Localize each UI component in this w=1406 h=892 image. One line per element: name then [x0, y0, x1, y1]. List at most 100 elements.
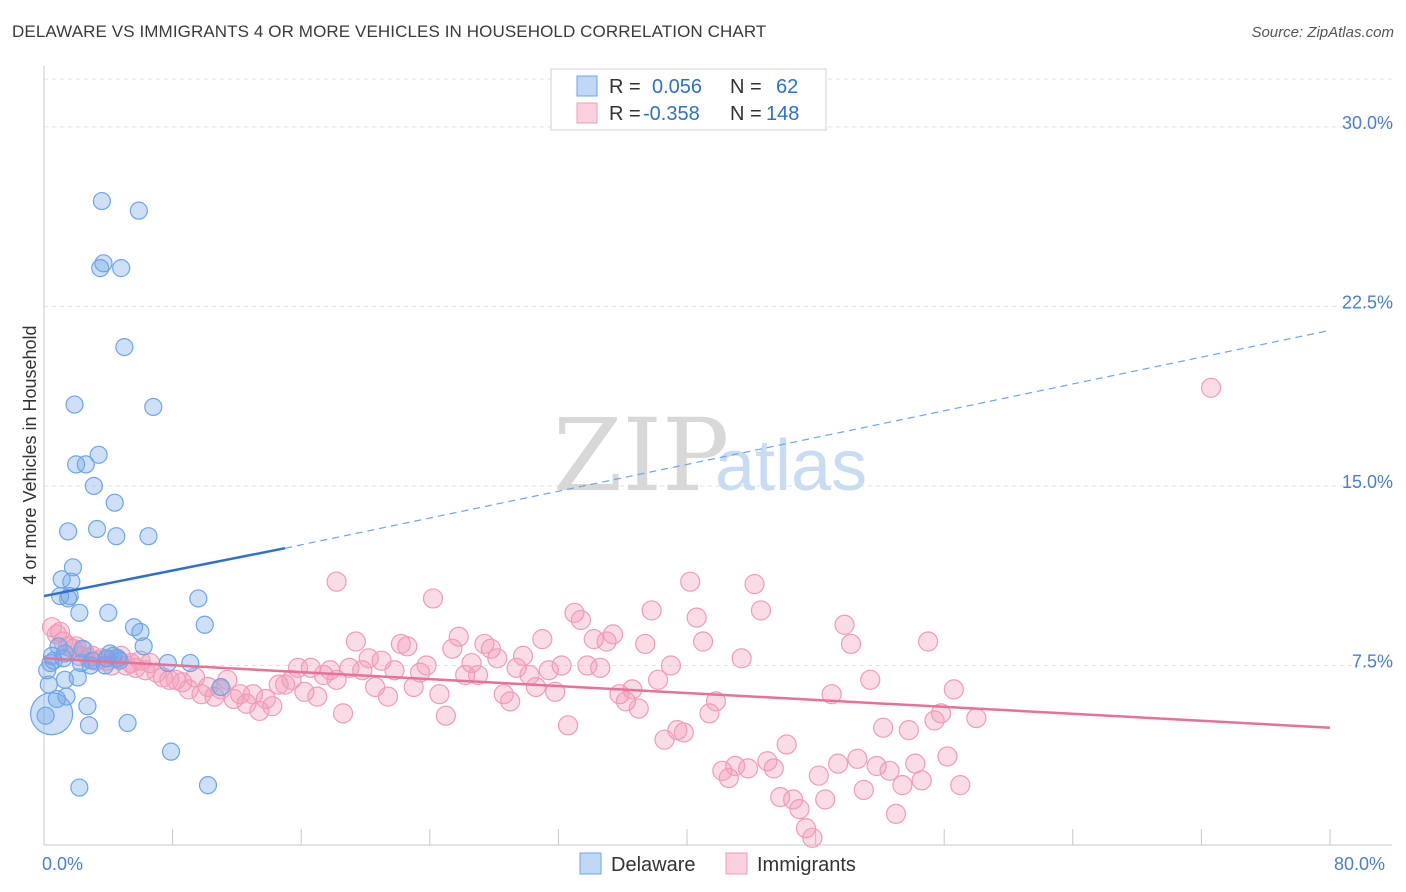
immigrants-point-60 — [384, 660, 405, 681]
x-tick-label-min: 0.0% — [42, 854, 83, 874]
delaware-point-18 — [67, 455, 86, 474]
immigrants-point-56 — [358, 648, 379, 669]
immigrants-point-103 — [660, 655, 682, 676]
delaware-point-16 — [63, 558, 83, 577]
immigrants-point-67 — [429, 684, 450, 705]
immigrants-point-99 — [635, 633, 656, 655]
immigrants-point-143 — [918, 631, 939, 652]
immigrants-point-100 — [641, 600, 662, 621]
immigrants-point-89 — [570, 609, 592, 631]
trend-lines — [43, 329, 1331, 729]
delaware-point-24 — [70, 778, 89, 797]
delaware-point-46 — [118, 713, 137, 733]
immigrants-point-101 — [647, 669, 669, 690]
immigrants-point-140 — [898, 719, 919, 741]
bottom-legend-label-delaware: Delaware — [611, 854, 695, 876]
bottom-legend-label-immigrants: Immigrants — [757, 854, 856, 876]
immigrants-point-151 — [326, 571, 347, 592]
immigrants-point-53 — [339, 657, 360, 678]
stats-legend: R = 0.056 N = 62 R = -0.358 N = 148 — [550, 68, 827, 131]
bottom-legend-swatch-immigrants — [725, 852, 748, 875]
immigrants-point-87 — [557, 715, 579, 736]
x-tick-label-max: 80.0% — [1334, 854, 1385, 874]
delaware-point-26 — [78, 697, 97, 716]
delaware-point-44 — [112, 259, 131, 278]
immigrants-point-83 — [532, 629, 553, 650]
delaware-point-57 — [189, 589, 208, 608]
delaware-trend-solid — [43, 546, 286, 598]
delaware-point-34 — [94, 254, 113, 273]
immigrants-point-98 — [628, 698, 649, 719]
immigrants-point-126 — [808, 765, 829, 786]
series-legend: Delaware Immigrants — [579, 852, 856, 876]
delaware-point-55 — [161, 742, 181, 761]
legend-r-value-2: -0.358 — [643, 103, 700, 125]
immigrants-point-44 — [281, 669, 302, 690]
delaware-point-11 — [55, 644, 74, 663]
immigrants-point-73 — [467, 664, 489, 686]
delaware-point-38 — [99, 603, 118, 622]
y-tick-labels: 7.5% 15.0% 22.5% 30.0% — [1342, 113, 1393, 672]
immigrants-point-34 — [217, 669, 238, 690]
y-tick-label-1: 15.0% — [1342, 472, 1393, 492]
y-tick-label-2: 22.5% — [1342, 292, 1393, 312]
legend-n-label-1: N = — [730, 76, 762, 98]
immigrants-point-128 — [821, 684, 842, 705]
delaware-point-37 — [92, 191, 111, 211]
immigrants-point-130 — [834, 614, 855, 635]
immigrants-point-131 — [840, 633, 862, 655]
series-immigrants — [41, 377, 1222, 848]
immigrants-point-91 — [583, 629, 604, 650]
immigrants-point-96 — [615, 691, 637, 712]
y-tick-label-3: 30.0% — [1342, 113, 1393, 133]
series-delaware — [30, 191, 230, 797]
immigrants-point-150 — [1200, 377, 1222, 398]
immigrants-point-138 — [885, 803, 907, 824]
delaware-point-59 — [198, 776, 218, 795]
delaware-point-30 — [84, 476, 103, 496]
legend-n-value-2: 148 — [766, 103, 799, 125]
delaware-point-41 — [105, 493, 124, 512]
immigrants-point-84 — [538, 660, 559, 681]
immigrants-point-94 — [602, 624, 624, 645]
watermark-zip: ZIP — [553, 397, 729, 514]
immigrants-point-114 — [731, 648, 752, 669]
delaware-cluster-point-0 — [30, 692, 74, 736]
immigrants-point-79 — [506, 657, 527, 678]
legend-r-label-2: R = — [609, 103, 641, 125]
delaware-point-60 — [211, 677, 230, 697]
chart-source: Source: ZipAtlas.com — [1251, 24, 1394, 41]
immigrants-point-137 — [879, 760, 900, 781]
immigrants-point-129 — [828, 753, 849, 774]
delaware-point-45 — [115, 338, 134, 357]
immigrants-point-148 — [950, 775, 971, 796]
immigrants-point-69 — [442, 638, 463, 659]
immigrants-point-59 — [377, 686, 399, 707]
immigrants-point-113 — [725, 755, 746, 777]
immigrants-point-80 — [512, 645, 534, 666]
immigrants-point-125 — [802, 827, 823, 848]
immigrants-point-116 — [744, 573, 765, 595]
delaware-trend-dashed — [285, 329, 1331, 549]
chart-title: DELAWARE VS IMMIGRANTS 4 OR MORE VEHICLE… — [12, 22, 767, 41]
immigrants-point-146 — [937, 746, 958, 767]
delaware-point-19 — [59, 522, 78, 541]
immigrants-point-107 — [686, 607, 707, 628]
immigrants-point-25 — [159, 669, 180, 690]
delaware-point-50 — [139, 527, 158, 546]
immigrants-point-90 — [577, 655, 598, 676]
immigrants-point-117 — [750, 600, 772, 621]
immigrants-point-135 — [866, 755, 887, 777]
delaware-point-56 — [181, 653, 200, 673]
immigrants-point-145 — [930, 703, 952, 724]
immigrants-point-82 — [525, 676, 546, 698]
immigrants-point-142 — [911, 770, 932, 791]
immigrants-point-39 — [249, 700, 270, 722]
legend-n-value-1: 62 — [776, 76, 798, 98]
watermark-atlas: atlas — [715, 426, 867, 506]
legend-r-value-1: 0.056 — [652, 76, 702, 98]
immigrants-point-86 — [551, 655, 572, 676]
immigrants-point-105 — [673, 722, 694, 743]
immigrants-point-115 — [737, 758, 759, 779]
